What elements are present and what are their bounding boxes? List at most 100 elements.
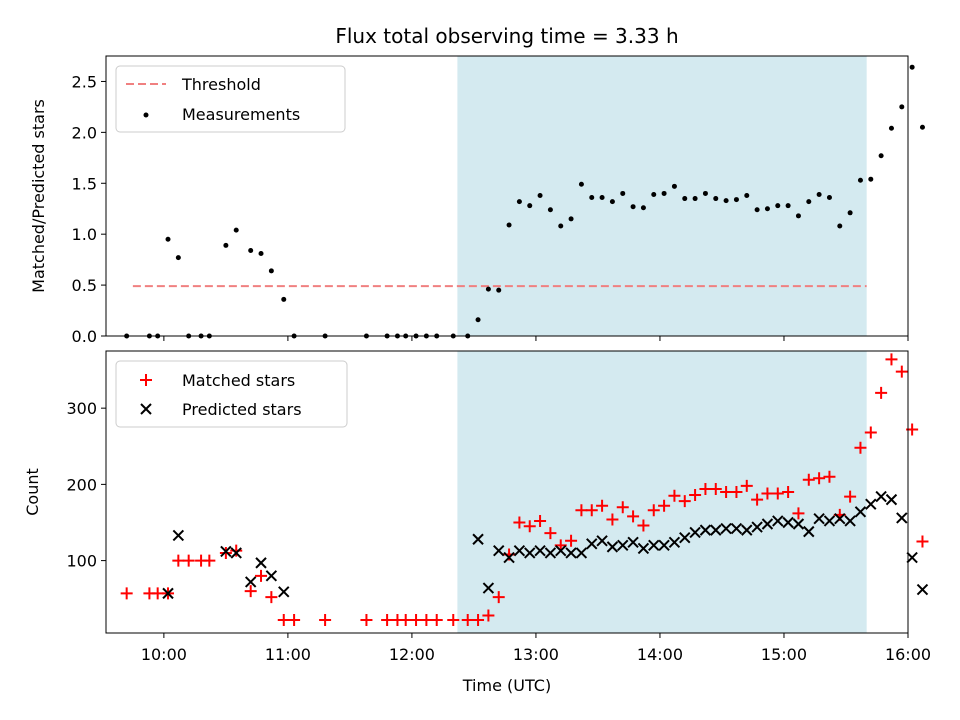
predicted-star-point [720,522,732,535]
predicted-star-point [472,533,484,545]
measurement-point [223,242,229,248]
measurement-point [847,210,853,216]
measurement-point [775,203,781,209]
predicted-star-point [555,544,567,557]
measurement-point [723,198,729,204]
chart-title: Flux total observing time = 3.33 h [335,24,678,48]
predicted-star-point [637,542,650,555]
bottom-legend: Matched stars Predicted stars [115,360,348,428]
measurement-point [795,213,801,219]
predicted-star-point [823,515,836,527]
measurement-point [547,207,553,213]
bottom-axes-frame [105,350,909,634]
matched-star-point [381,614,394,627]
matched-star-point [151,587,164,600]
matched-star-point [637,519,650,532]
bottom-shaded-region [457,351,867,633]
predicted-star-point [658,539,670,552]
matched-star-point [492,591,505,604]
bottom-y-ticks: 100 200 300 [66,399,106,571]
top-y-tick-label: 0.0 [72,327,97,346]
measurement-point [537,192,543,198]
top-y-axis-label: Matched/Predicted stars [29,99,48,293]
legend-matched-swatch [140,374,152,386]
top-shaded-region [457,56,867,336]
x-tick-label: 14:00 [637,645,683,664]
measurement-point [165,236,171,242]
predicted-star-point [493,544,505,557]
matched-star-point [740,479,753,492]
measurement-point [281,296,287,302]
matched-star-point [678,495,691,508]
matched-star-point [761,487,774,500]
measurement-point [733,197,739,203]
matched-star-point [689,489,702,502]
measurement-point [258,251,264,257]
predicted-star-point [230,547,242,559]
matched-star-point [277,614,290,627]
top-y-tick-label: 0.5 [72,276,97,295]
bottom-y-tick-label: 100 [66,552,97,571]
matched-star-point [668,489,681,502]
predicted-star-point [668,536,681,549]
predicted-star-point [679,532,691,544]
measurement-point [568,216,574,222]
matched-stars-points [120,353,929,627]
matched-star-point [854,441,867,454]
top-legend-box [115,65,346,133]
matched-star-point [885,353,898,366]
measurement-point [785,203,791,209]
predicted-star-point [172,529,185,542]
measurement-point [754,207,760,213]
predicted-star-point [906,551,918,564]
predicted-star-point [575,547,588,559]
matched-star-point [627,510,640,523]
predicted-star-point [565,547,577,559]
x-tick-label: 13:00 [513,645,559,664]
matched-star-point [823,470,836,483]
predicted-star-point [524,547,536,559]
measurement-point [268,268,274,274]
predicted-star-point [265,570,278,582]
legend-threshold-label: Threshold [181,75,261,94]
matched-star-point [647,504,660,517]
predicted-star-point [772,515,784,527]
matched-star-point [265,591,278,604]
matched-star-point [319,614,332,627]
matched-star-point [523,520,536,533]
predicted-star-point [627,536,639,549]
matched-star-point [792,507,805,520]
matched-star-point [565,534,578,547]
predicted-star-point [875,490,887,503]
matched-star-point [596,499,609,512]
measurement-point [516,199,522,205]
matched-star-point [288,614,301,627]
matched-star-point [751,493,764,506]
top-x-ticks [163,336,909,341]
predicted-star-point [865,498,877,510]
measurement-point [527,203,533,209]
predicted-star-point [916,583,929,596]
measurement-point [630,204,636,210]
predicted-star-point [617,539,629,552]
x-tick-label: 16:00 [885,645,931,664]
matched-star-point [802,473,815,486]
matched-star-point [771,487,784,500]
top-y-tick-label: 2.0 [72,123,97,142]
legend-matched-label: Matched stars [182,371,295,390]
predicted-star-point [834,512,846,525]
measurement-point [485,286,491,292]
legend-measurements-label: Measurements [182,105,300,124]
predicted-star-point [586,538,598,550]
matched-star-point [534,514,547,527]
predicted-star-point [244,576,257,588]
measurement-point [496,287,502,293]
matched-star-point [360,614,373,627]
predicted-star-point [482,582,495,594]
matched-star-point [430,614,443,627]
measurement-point [878,153,884,159]
predicted-star-point [162,587,174,600]
measurement-point [713,196,719,202]
predicted-star-point [896,512,908,524]
matched-star-point [709,482,722,495]
